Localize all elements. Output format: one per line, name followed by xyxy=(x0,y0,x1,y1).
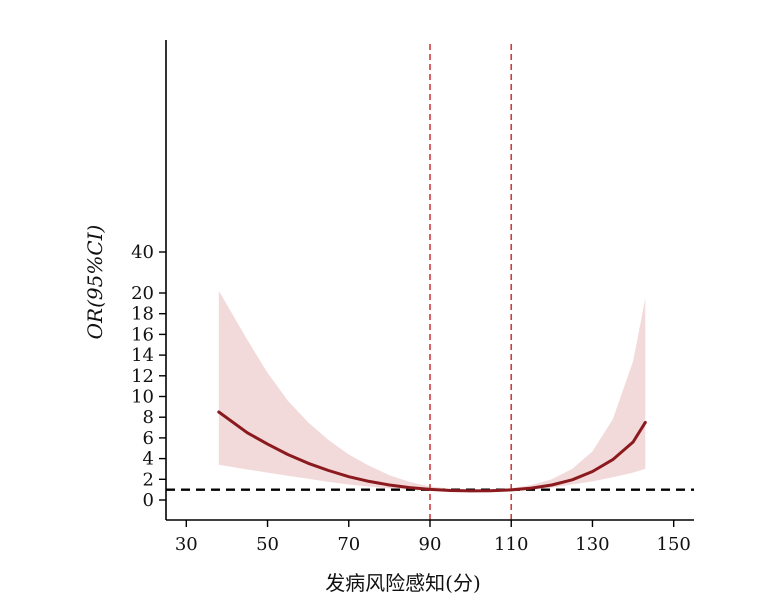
y-tick-label: 16 xyxy=(131,324,154,345)
y-tick-label: 10 xyxy=(131,387,154,408)
y-tick-label: 2 xyxy=(143,469,154,490)
x-tick-label: 70 xyxy=(337,534,360,555)
x-tick-label: 130 xyxy=(575,534,609,555)
y-tick-label: 6 xyxy=(143,428,154,449)
y-tick-label: 40 xyxy=(131,242,154,263)
y-tick-label: 18 xyxy=(131,304,154,325)
x-tick-label: 150 xyxy=(657,534,691,555)
y-tick-label: 4 xyxy=(143,449,154,470)
y-tick-label: 8 xyxy=(143,407,154,428)
y-tick-label: 20 xyxy=(131,283,154,304)
x-tick-label: 90 xyxy=(419,534,442,555)
y-tick-label: 14 xyxy=(131,345,154,366)
y-tick-label: 12 xyxy=(131,366,154,387)
x-tick-label: 30 xyxy=(175,534,198,555)
or-curve xyxy=(217,410,647,493)
plot-area xyxy=(166,44,694,520)
ci-band xyxy=(218,290,646,492)
x-tick-label: 110 xyxy=(494,534,528,555)
x-tick-label: 50 xyxy=(256,534,279,555)
y-axis-title: OR(95%CI) xyxy=(83,225,107,340)
x-axis-ticks: 30 50 70 90 110 130 150 xyxy=(175,520,691,555)
x-axis-title: 发病风险感知(分) xyxy=(325,571,481,595)
y-tick-label: 0 xyxy=(143,490,154,511)
